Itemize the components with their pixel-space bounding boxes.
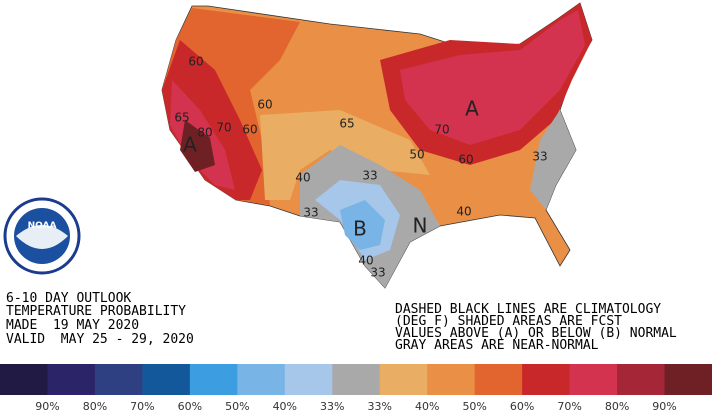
contour-label: 33 — [303, 206, 318, 220]
contour-label: 40 — [456, 205, 471, 219]
note-line: VALUES ABOVE (A) OR BELOW (B) NORMAL — [395, 326, 677, 341]
legend-label: 40% — [415, 400, 439, 413]
contour-label: 70 — [434, 123, 449, 137]
contour-label: 33 — [362, 169, 377, 183]
legend-swatch — [142, 364, 191, 395]
legend-label: 70% — [557, 400, 581, 413]
contour-label: 40 — [295, 171, 310, 185]
legend-label: 80% — [605, 400, 629, 413]
legend-swatch — [284, 364, 333, 395]
note-line: (DEG F) SHADED AREAS ARE FCST — [395, 314, 622, 329]
legend-swatch — [189, 364, 238, 395]
legend-label: 90% — [35, 400, 59, 413]
legend-label: 70% — [130, 400, 154, 413]
legend-swatch — [569, 364, 618, 395]
contour-label: 40 — [358, 254, 373, 268]
anomaly-label: A — [183, 133, 197, 157]
contour-label: 65 — [174, 111, 189, 125]
outlook-line: 6-10 DAY OUTLOOK — [6, 291, 131, 306]
anomaly-label: B — [353, 217, 367, 241]
legend-swatch — [427, 364, 476, 395]
contour-label: 70 — [216, 121, 231, 135]
legend-swatch — [664, 364, 712, 395]
legend: 90% 80% 70% 60% 50% 40% 33% 33% 40% 50% 60% 70% 80% 9… — [0, 364, 712, 413]
anomaly-label: N — [413, 214, 428, 238]
legend-label: 50% — [462, 400, 486, 413]
legend-swatch — [379, 364, 428, 395]
contour-label: 50 — [409, 148, 424, 162]
outlook-line: TEMPERATURE PROBABILITY — [6, 304, 186, 319]
legend-label: 33% — [320, 400, 344, 413]
map-shapes — [161, 2, 593, 289]
contour-label: 60 — [257, 98, 272, 112]
outlook-line: VALID MAY 25 - 29, 2020 — [6, 332, 194, 347]
legend-swatch — [94, 364, 143, 395]
blue-texas — [340, 200, 385, 250]
legend-label: 80% — [83, 400, 107, 413]
note-line: DASHED BLACK LINES ARE CLIMATOLOGY — [395, 302, 661, 317]
contour-label: 33 — [532, 150, 547, 164]
legend-swatch — [237, 364, 286, 395]
contour-label: 60 — [188, 55, 203, 69]
legend-label: 60% — [510, 400, 534, 413]
legend-swatch — [474, 364, 523, 395]
legend-swatch — [617, 364, 666, 395]
legend-swatch — [522, 364, 571, 395]
note-line: GRAY AREAS ARE NEAR-NORMAL — [395, 338, 599, 353]
legend-label: 50% — [225, 400, 249, 413]
contour-label: 33 — [370, 266, 385, 280]
noaa-logo: NOAA — [3, 197, 81, 275]
outlook-line: MADE 19 MAY 2020 — [6, 318, 139, 333]
map-labels: 60 65 80 70 60 60 A 65 70 A 50 60 33 40 … — [174, 55, 547, 280]
anomaly-label: A — [465, 97, 479, 121]
crimson-northeast — [400, 10, 585, 145]
legend-label: 60% — [178, 400, 202, 413]
legend-swatch — [332, 364, 381, 395]
legend-label: 40% — [273, 400, 297, 413]
red-west — [162, 40, 262, 200]
legend-swatch — [47, 364, 96, 395]
outlook-text: 6-10 DAY OUTLOOK TEMPERATURE PROBABILITY… — [6, 291, 194, 347]
legend-swatch — [0, 364, 48, 395]
contour-label: 65 — [339, 117, 354, 131]
darkred-west — [180, 120, 215, 172]
legend-label: 90% — [652, 400, 676, 413]
logo-text: NOAA — [28, 221, 57, 231]
contour-label: 60 — [458, 153, 473, 167]
legend-label: 33% — [368, 400, 392, 413]
notes: DASHED BLACK LINES ARE CLIMATOLOGY (DEG … — [395, 302, 677, 353]
gray-southeast — [530, 110, 576, 210]
contour-label: 60 — [242, 123, 257, 137]
contour-label: 80 — [197, 126, 212, 140]
